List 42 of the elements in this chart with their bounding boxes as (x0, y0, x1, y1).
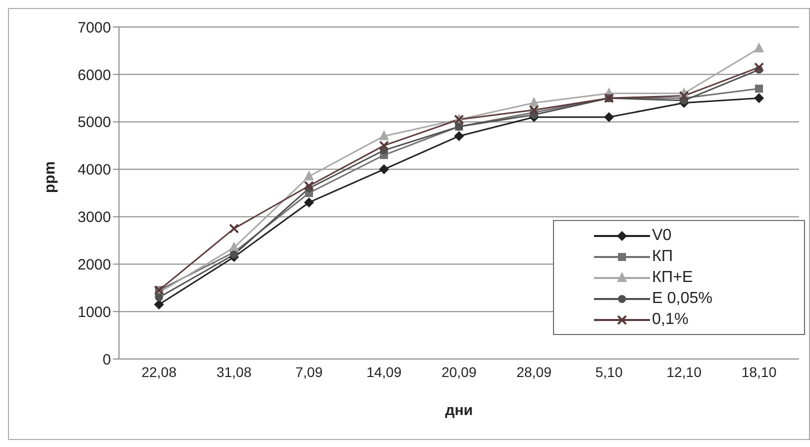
x-tick-label: 5,10 (595, 364, 623, 380)
point (379, 140, 389, 151)
point (454, 131, 464, 142)
y-tick-label: 4000 (78, 162, 111, 179)
x-axis-title: дни (445, 402, 473, 419)
legend-label: КП+Е (652, 268, 693, 286)
y-tick-label: 2000 (78, 256, 111, 274)
x-tick-label: 28,09 (516, 364, 552, 380)
x-tick-label: 7,09 (295, 364, 323, 380)
legend-label: 0,1% (652, 310, 688, 328)
y-tick-label: 7000 (78, 19, 111, 36)
point (379, 130, 389, 140)
point (230, 250, 238, 259)
y-tick-label: 6000 (78, 66, 111, 84)
point (754, 62, 764, 72)
x-tick-label: 12,10 (666, 364, 702, 380)
point (304, 180, 314, 191)
x-tick-label: 31,08 (216, 364, 252, 380)
point (304, 170, 314, 180)
point (754, 42, 764, 52)
point (529, 105, 539, 115)
point (229, 224, 239, 234)
y-tick-label: 3000 (78, 209, 111, 226)
legend-label: V0 (652, 226, 672, 244)
point (679, 90, 689, 101)
legend-label: Е 0,05% (652, 290, 712, 308)
point (755, 84, 763, 93)
x-tick-label: 14,09 (366, 364, 402, 380)
x-tick-label: 22,08 (141, 364, 177, 380)
y-tick-label: 5000 (78, 114, 111, 132)
y-tick-label: 1000 (78, 304, 111, 321)
x-tick-label: 20,09 (441, 364, 477, 380)
point (155, 293, 163, 302)
point (754, 93, 764, 104)
x-tick-label: 18,10 (741, 364, 777, 380)
point (379, 164, 389, 174)
point (229, 242, 239, 252)
y-axis-title: ppm (41, 161, 58, 193)
point (304, 197, 314, 208)
point (604, 112, 614, 122)
y-tick-label: 0 (102, 351, 111, 368)
legend-label: КП (652, 248, 673, 266)
